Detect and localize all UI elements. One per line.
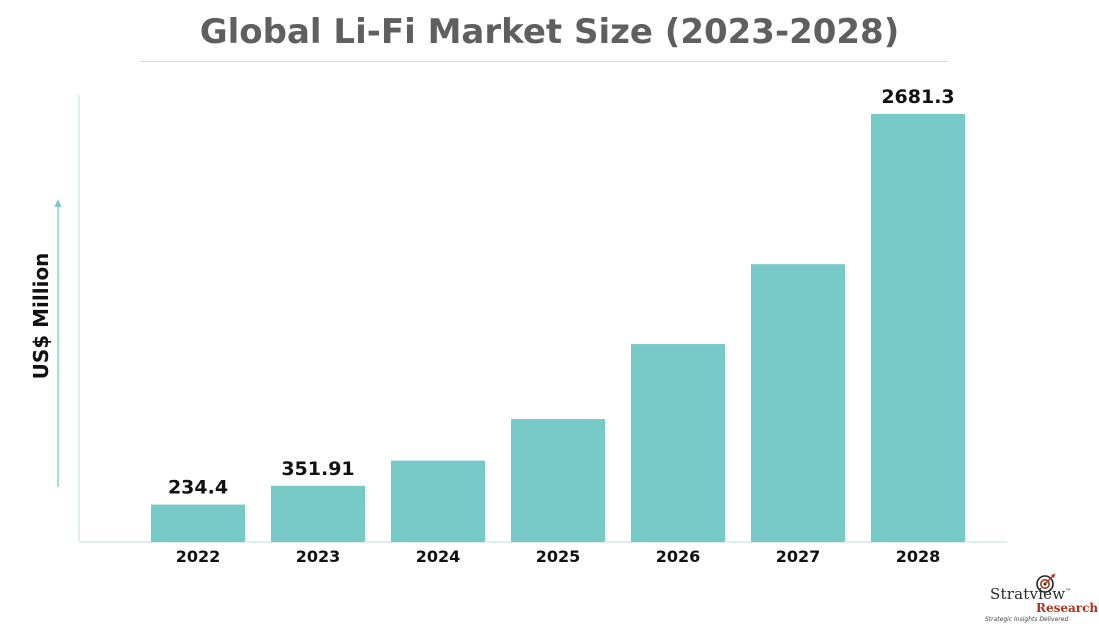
title-divider xyxy=(140,61,948,62)
target-arrow-logo-icon xyxy=(1036,573,1056,593)
bar-2026 xyxy=(631,344,725,542)
data-label-2022: 234.4 xyxy=(168,477,228,499)
x-tick-2023: 2023 xyxy=(296,547,341,566)
data-label-2028: 2681.3 xyxy=(881,86,954,108)
bar-2023 xyxy=(271,485,365,542)
brand-name: Stratview™ xyxy=(990,585,1072,603)
chart-title: Global Li-Fi Market Size (2023-2028) xyxy=(199,12,900,52)
up-arrow-icon xyxy=(54,199,62,207)
data-label-2023: 351.91 xyxy=(281,458,354,480)
stratview-logo: Stratview™ Research Strategic Insights D… xyxy=(978,572,1099,624)
data-labels: 234.4 351.91 2681.3 xyxy=(168,86,955,499)
trademark-mark: ™ xyxy=(1065,588,1072,595)
x-tick-2022: 2022 xyxy=(176,547,221,566)
x-tick-2026: 2026 xyxy=(656,547,701,566)
y-axis-label-group: US$ Million xyxy=(29,199,62,487)
x-tick-2028: 2028 xyxy=(896,547,941,566)
y-axis-label: US$ Million xyxy=(29,253,53,380)
brand-tagline: Strategic Insights Delivered xyxy=(985,616,1069,623)
x-tick-labels: 2022 2023 2024 2025 2026 2027 2028 xyxy=(176,547,941,566)
bar-series xyxy=(151,113,965,542)
x-tick-2024: 2024 xyxy=(416,547,461,566)
bar-2022 xyxy=(151,504,245,542)
bar-2028 xyxy=(871,113,965,542)
x-tick-2025: 2025 xyxy=(536,547,581,566)
bar-2025 xyxy=(511,419,605,542)
bar-2027 xyxy=(751,264,845,542)
bar-2024 xyxy=(391,460,485,542)
x-tick-2027: 2027 xyxy=(776,547,821,566)
brand-subtitle: Research xyxy=(1036,601,1099,615)
